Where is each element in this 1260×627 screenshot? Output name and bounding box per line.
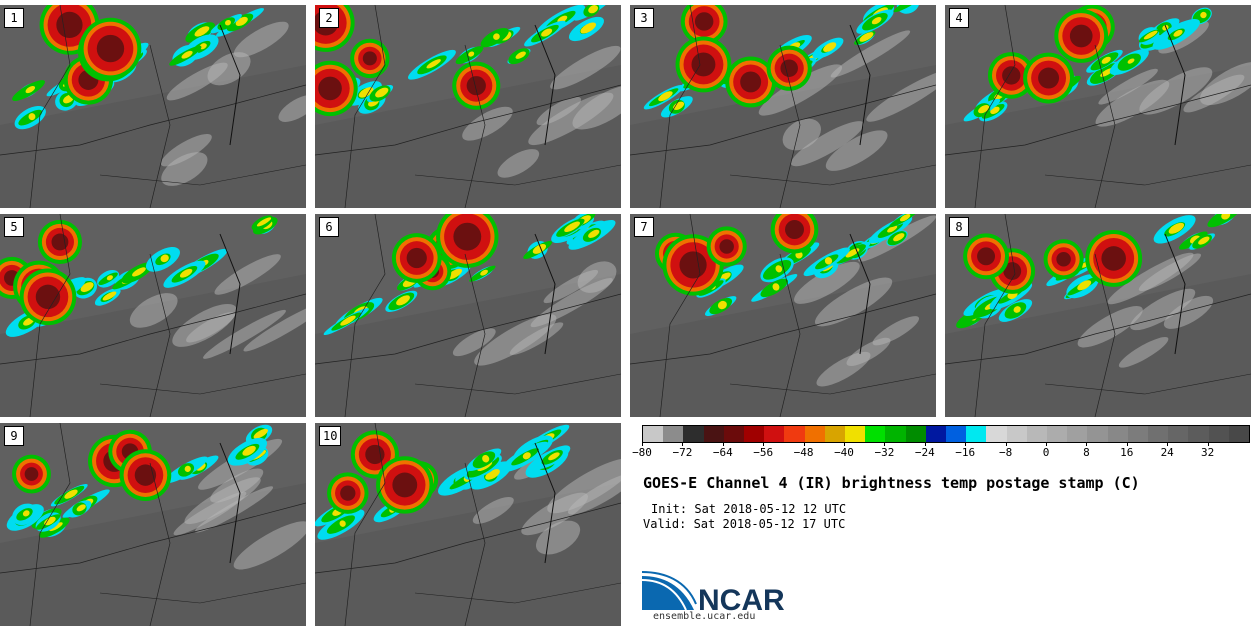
colorbar-tick-label: 24 bbox=[1160, 446, 1174, 459]
colorbar-swatch bbox=[845, 426, 866, 442]
colorbar-swatch bbox=[723, 426, 745, 442]
panel-number: 10 bbox=[319, 426, 342, 446]
map-panel-6: 6 bbox=[315, 214, 621, 417]
colorbar-tick-label: −72 bbox=[672, 446, 693, 459]
colorbar-tick bbox=[924, 442, 926, 446]
colorbar-tick-label: −40 bbox=[834, 446, 854, 459]
colorbar-swatch bbox=[824, 426, 846, 442]
colorbar-tick bbox=[1086, 442, 1088, 446]
colorbar-tick bbox=[1167, 442, 1169, 446]
colorbar-swatch bbox=[885, 426, 906, 442]
colorbar-swatch bbox=[966, 426, 987, 442]
figure-title: GOES-E Channel 4 (IR) brightness temp po… bbox=[643, 474, 1140, 492]
map-panel-1: 1 bbox=[0, 5, 306, 208]
colorbar-tick bbox=[722, 442, 724, 446]
colorbar-tick-label: −80 bbox=[632, 446, 652, 459]
map-panel-3: 3 bbox=[630, 5, 936, 208]
panel-number: 9 bbox=[4, 426, 24, 446]
colorbar-tick bbox=[763, 442, 765, 446]
map-panel-9: 9 bbox=[0, 423, 306, 626]
colorbar-swatch bbox=[683, 426, 704, 442]
colorbar-swatch bbox=[925, 426, 947, 442]
panel-number: 8 bbox=[949, 217, 969, 237]
colorbar-tick-label: −64 bbox=[712, 446, 733, 459]
colorbar-swatch bbox=[1208, 426, 1229, 442]
init-time: Init: Sat 2018-05-12 12 UTC bbox=[651, 502, 847, 516]
ncar-logo-text: NCAR bbox=[698, 584, 785, 616]
ncar-logo: NCAR bbox=[642, 571, 785, 616]
colorbar-tick-label: −24 bbox=[914, 446, 935, 459]
panel-number: 5 bbox=[4, 217, 24, 237]
colorbar-swatch bbox=[1168, 426, 1189, 442]
temperature-colorbar bbox=[642, 425, 1250, 443]
valid-time: Valid: Sat 2018-05-12 17 UTC bbox=[643, 517, 846, 531]
colorbar-tick-label: −16 bbox=[955, 446, 976, 459]
colorbar-tick bbox=[1207, 442, 1209, 446]
colorbar-swatch bbox=[1087, 426, 1108, 442]
colorbar-tick bbox=[1046, 442, 1047, 446]
map-panel-5: 5 bbox=[0, 214, 306, 417]
colorbar-swatch bbox=[1127, 426, 1149, 442]
map-panel-4: 4 bbox=[945, 5, 1251, 208]
colorbar-swatch bbox=[643, 426, 664, 442]
map-panel-7: 7 bbox=[630, 214, 936, 417]
panel-number: 3 bbox=[634, 8, 654, 28]
colorbar-swatch bbox=[1188, 426, 1209, 442]
colorbar-tick-label: 16 bbox=[1120, 446, 1134, 459]
colorbar-tick bbox=[1126, 442, 1128, 446]
panel-number: 6 bbox=[319, 217, 339, 237]
colorbar-swatch bbox=[946, 426, 967, 442]
site-url: ensemble.ucar.edu bbox=[653, 611, 756, 622]
panel-number: 7 bbox=[634, 217, 654, 237]
colorbar-tick bbox=[844, 442, 845, 446]
panel-number: 4 bbox=[949, 8, 969, 28]
colorbar-tick bbox=[682, 442, 684, 446]
map-panel-8: 8 bbox=[945, 214, 1251, 417]
colorbar-swatch bbox=[1067, 426, 1088, 442]
colorbar-tick-label: −48 bbox=[793, 446, 814, 459]
colorbar-swatch bbox=[1148, 426, 1169, 442]
panel-number: 2 bbox=[319, 8, 339, 28]
colorbar-tick-label: 8 bbox=[1083, 446, 1090, 459]
colorbar-swatch bbox=[986, 426, 1007, 442]
map-panel-2: 2 bbox=[315, 5, 621, 208]
map-panel-10: 10 bbox=[315, 423, 621, 626]
colorbar-swatch bbox=[905, 426, 926, 442]
colorbar-tick-label: −32 bbox=[874, 446, 895, 459]
colorbar-swatch bbox=[764, 426, 785, 442]
colorbar-tick bbox=[965, 442, 967, 446]
colorbar-tick bbox=[1005, 442, 1007, 446]
colorbar-swatch bbox=[1107, 426, 1128, 442]
colorbar-swatch bbox=[784, 426, 805, 442]
colorbar-swatch bbox=[1047, 426, 1068, 442]
colorbar-swatch bbox=[1026, 426, 1048, 442]
colorbar-ticks: −80 −72 −64 −56 −48 −40 −32 −24 −16 −8 0 8 16 24 32 bbox=[632, 442, 1248, 462]
colorbar-tick bbox=[642, 442, 643, 446]
panel-number: 1 bbox=[4, 8, 24, 28]
colorbar-tick-label: −8 bbox=[998, 446, 1013, 459]
colorbar-tick bbox=[803, 442, 805, 446]
colorbar-tick bbox=[884, 442, 886, 446]
colorbar-swatch bbox=[744, 426, 765, 442]
colorbar-swatch bbox=[804, 426, 825, 442]
colorbar-swatch bbox=[1228, 426, 1250, 442]
colorbar-swatch bbox=[703, 426, 724, 442]
colorbar-tick-label: 32 bbox=[1200, 446, 1215, 459]
colorbar-tick-label: 0 bbox=[1042, 446, 1050, 459]
colorbar-swatch bbox=[865, 426, 886, 442]
colorbar-swatch bbox=[663, 426, 684, 442]
colorbar-tick-label: −56 bbox=[753, 446, 774, 459]
colorbar-swatch bbox=[1006, 426, 1027, 442]
